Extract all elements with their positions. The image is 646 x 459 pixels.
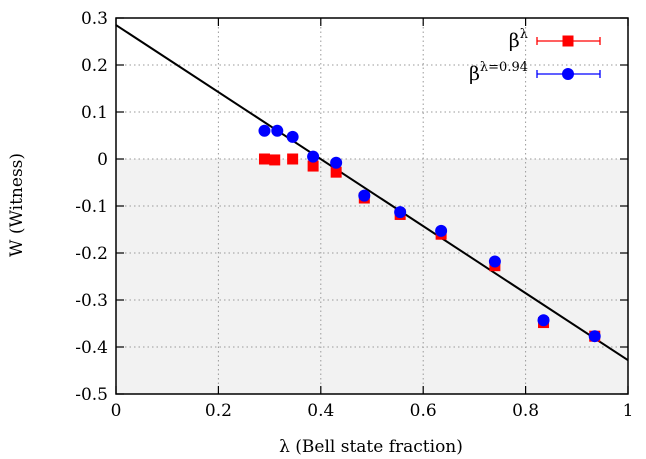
data-point-circle — [358, 189, 371, 202]
legend-swatch-square — [562, 35, 574, 47]
x-tick-label: 1 — [623, 401, 634, 421]
x-axis-ticks: 0 0.2 0.4 0.6 0.8 1 — [111, 18, 634, 421]
data-point-circle — [588, 330, 601, 343]
data-point-circle — [286, 130, 299, 143]
fit-lines — [116, 24, 628, 361]
x-axis-label: λ (Bell state fraction) — [279, 437, 463, 457]
data-point-square — [330, 166, 342, 178]
y-tick-label: -0.5 — [75, 385, 108, 405]
y-tick-label: 0.2 — [81, 56, 108, 76]
data-point-circle — [394, 206, 407, 219]
y-tick-label: -0.1 — [75, 197, 108, 217]
y-axis-label: W (Witness) — [7, 153, 27, 257]
legend-label: βλ=0.94 — [469, 60, 528, 85]
y-axis-ticks: 0.3 0.2 0.1 0 -0.1 -0.2 -0.3 -0.4 -0.5 — [75, 9, 628, 405]
data-point-circle — [307, 150, 320, 163]
data-point-circle — [488, 255, 501, 268]
y-tick-label: -0.3 — [75, 291, 108, 311]
legend-label-superscript: λ — [520, 27, 528, 42]
shaded-negative-region — [116, 159, 628, 394]
data-point-circle — [537, 314, 550, 327]
fit-line — [116, 24, 628, 361]
legend-entry: βλ=0.94 — [469, 60, 601, 85]
legend-label-superscript: λ=0.94 — [480, 60, 528, 75]
y-tick-label: -0.2 — [75, 244, 108, 264]
y-tick-label: 0 — [97, 150, 108, 170]
x-tick-label: 0.4 — [307, 401, 334, 421]
series-circle-markers — [258, 124, 601, 343]
x-tick-label: 0.2 — [205, 401, 232, 421]
y-tick-label: 0.1 — [81, 103, 108, 123]
data-markers — [258, 124, 601, 343]
x-tick-label: 0.6 — [410, 401, 437, 421]
data-point-circle — [271, 124, 284, 137]
data-point-square — [307, 160, 319, 172]
data-point-square — [287, 153, 299, 165]
data-point-square — [269, 154, 281, 166]
x-tick-label: 0.8 — [512, 401, 539, 421]
data-point-circle — [258, 124, 271, 137]
x-tick-label: 0 — [111, 401, 122, 421]
data-point-circle — [435, 224, 448, 237]
data-point-circle — [330, 156, 343, 169]
y-tick-label: -0.4 — [75, 338, 108, 358]
legend-swatch-circle — [562, 68, 574, 80]
plot-area — [116, 18, 628, 394]
y-tick-label: 0.3 — [81, 9, 108, 29]
data-point-square — [258, 153, 270, 165]
